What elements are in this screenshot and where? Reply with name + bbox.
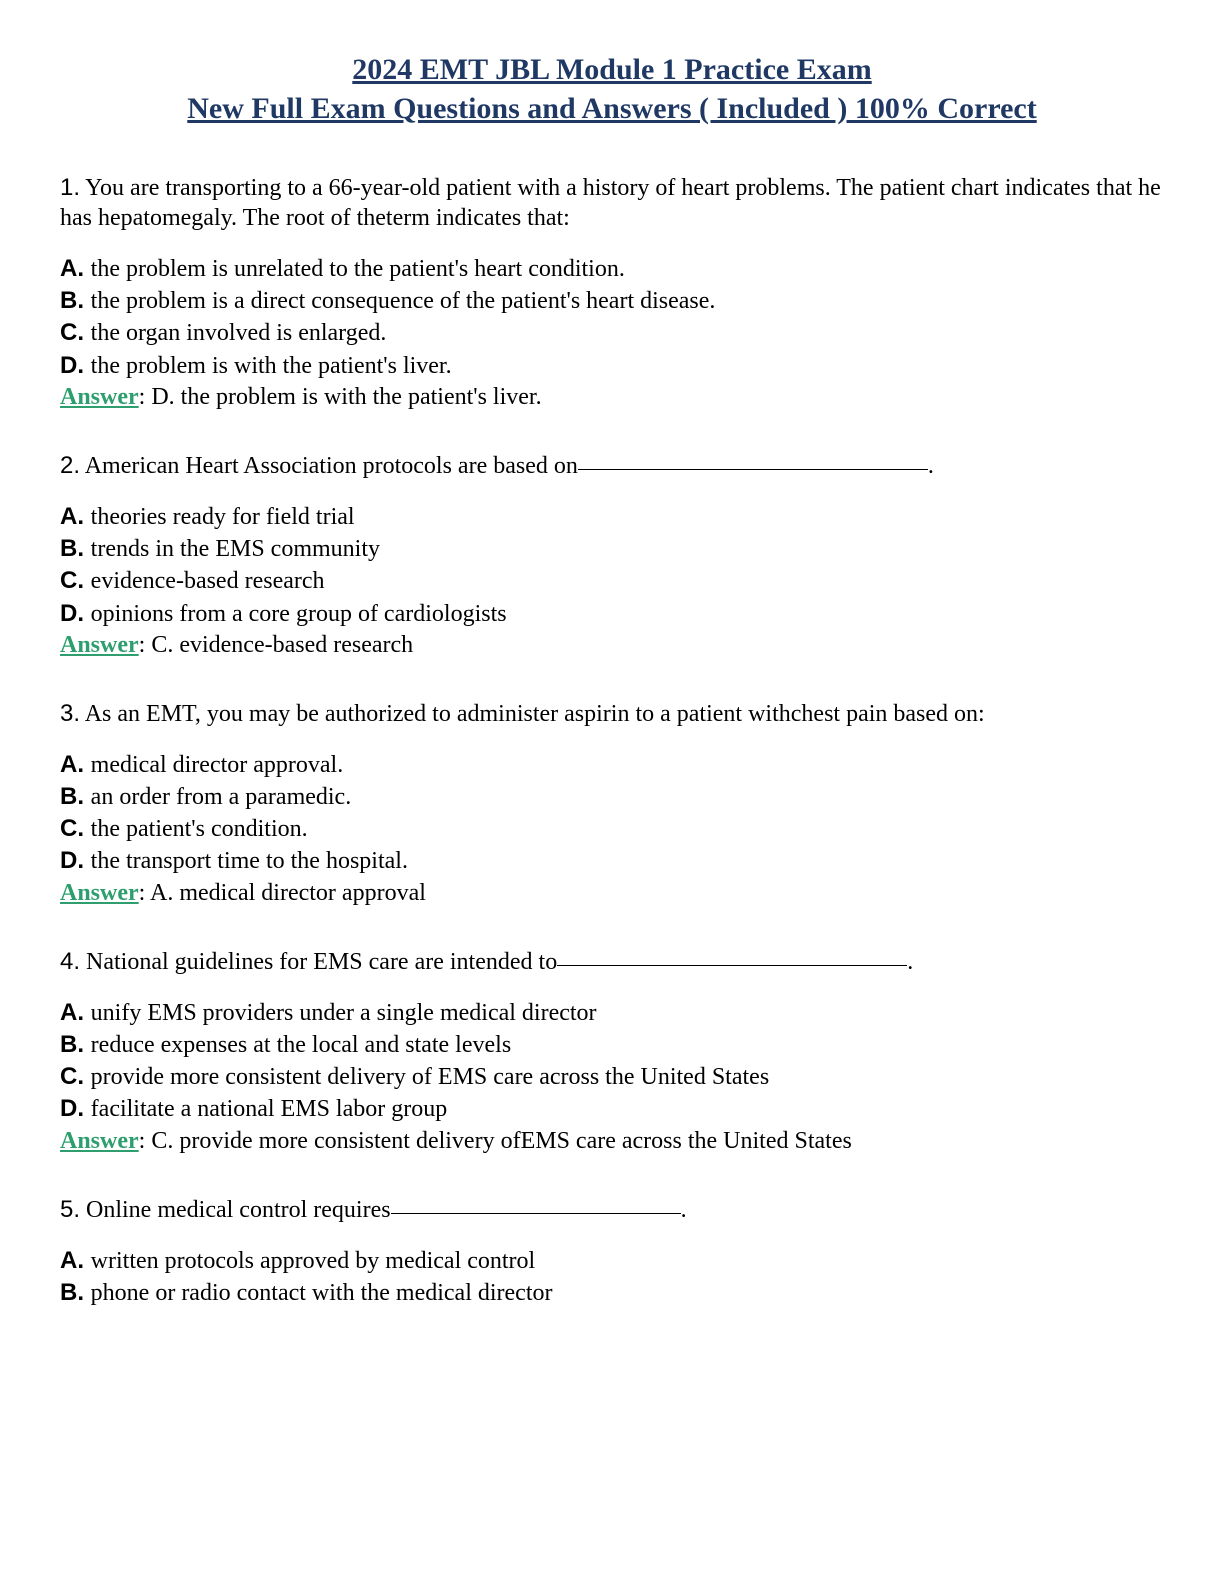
question-text: 2. American Heart Association protocols … [60, 451, 1164, 481]
option-d: D. the problem is with the patient's liv… [60, 350, 1164, 382]
fill-blank [578, 469, 928, 470]
option-c: C. the patient's condition. [60, 813, 1164, 845]
answer-line: Answer: D. the problem is with the patie… [60, 382, 1164, 413]
option-c: C. the organ involved is enlarged. [60, 317, 1164, 349]
option-a: A. theories ready for field trial [60, 501, 1164, 533]
answer-label: Answer [60, 880, 139, 906]
option-a: A. medical director approval. [60, 749, 1164, 781]
page-title: 2024 EMT JBL Module 1 Practice Exam New … [60, 50, 1164, 128]
question-text: 5. Online medical control requires. [60, 1195, 1164, 1225]
option-b: B. phone or radio contact with the medic… [60, 1277, 1164, 1309]
question-body: American Heart Association protocols are… [85, 453, 578, 479]
title-line-2: New Full Exam Questions and Answers ( In… [187, 92, 1036, 125]
answer-label: Answer [60, 1128, 139, 1154]
fill-blank [391, 1213, 681, 1214]
answer-text: : A. medical director approval [139, 880, 426, 906]
option-a: A. written protocols approved by medical… [60, 1245, 1164, 1277]
question-block: 2. American Heart Association protocols … [60, 451, 1164, 661]
answer-line: Answer: A. medical director approval [60, 878, 1164, 909]
question-block: 5. Online medical control requires. A. w… [60, 1195, 1164, 1309]
question-block: 4. National guidelines for EMS care are … [60, 947, 1164, 1157]
title-line-1: 2024 EMT JBL Module 1 Practice Exam [352, 53, 871, 86]
option-a: A. unify EMS providers under a single me… [60, 997, 1164, 1029]
answer-label: Answer [60, 632, 139, 658]
answer-text: : D. the problem is with the patient's l… [139, 384, 542, 410]
question-number: 3. [60, 700, 80, 727]
question-text: 1. You are transporting to a 66-year-old… [60, 173, 1164, 233]
answer-text: : C. evidence-based research [139, 632, 414, 658]
question-text: 3. As an EMT, you may be authorized to a… [60, 699, 1164, 729]
fill-blank [557, 965, 907, 966]
answer-label: Answer [60, 384, 139, 410]
question-body: Online medical control requires [86, 1197, 391, 1223]
question-number: 2. [60, 452, 80, 479]
question-number: 1. [60, 174, 80, 201]
question-body: National guidelines for EMS care are int… [86, 949, 557, 975]
answer-text: : C. provide more consistent delivery of… [139, 1128, 852, 1154]
question-body: As an EMT, you may be authorized to admi… [85, 701, 985, 727]
document-page: 2024 EMT JBL Module 1 Practice Exam New … [0, 0, 1224, 1309]
answer-line: Answer: C. evidence-based research [60, 630, 1164, 661]
option-d: D. the transport time to the hospital. [60, 845, 1164, 877]
question-body: You are transporting to a 66-year-old pa… [60, 175, 1161, 231]
question-number: 4. [60, 948, 80, 975]
option-d: D. opinions from a core group of cardiol… [60, 598, 1164, 630]
question-text: 4. National guidelines for EMS care are … [60, 947, 1164, 977]
option-b: B. the problem is a direct consequence o… [60, 285, 1164, 317]
option-a: A. the problem is unrelated to the patie… [60, 253, 1164, 285]
answer-line: Answer: C. provide more consistent deliv… [60, 1126, 1164, 1157]
question-number: 5. [60, 1196, 80, 1223]
question-block: 1. You are transporting to a 66-year-old… [60, 173, 1164, 413]
option-d: D. facilitate a national EMS labor group [60, 1093, 1164, 1125]
option-c: C. evidence-based research [60, 565, 1164, 597]
option-b: B. trends in the EMS community [60, 533, 1164, 565]
question-block: 3. As an EMT, you may be authorized to a… [60, 699, 1164, 909]
option-b: B. reduce expenses at the local and stat… [60, 1029, 1164, 1061]
option-c: C. provide more consistent delivery of E… [60, 1061, 1164, 1093]
option-b: B. an order from a paramedic. [60, 781, 1164, 813]
